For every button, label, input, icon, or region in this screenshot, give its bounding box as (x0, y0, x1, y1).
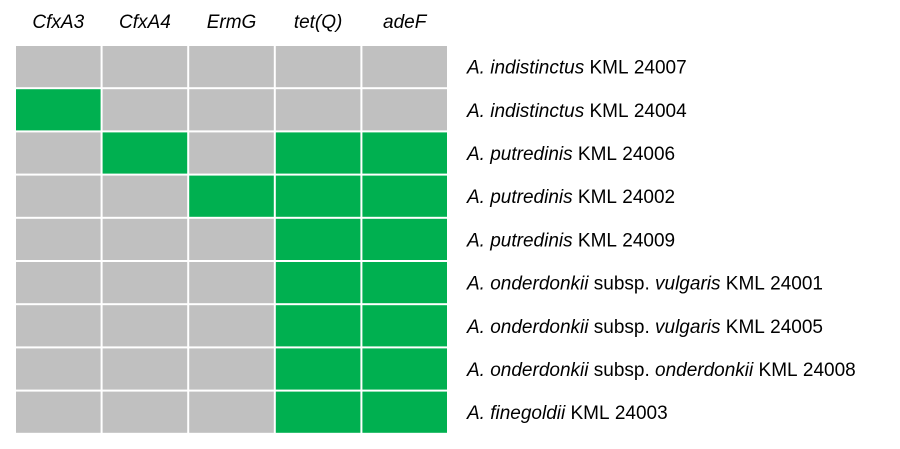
cell-absent (189, 89, 274, 131)
cell-present (362, 262, 447, 304)
cell-absent (16, 262, 101, 304)
row-label: A. putredinis KML 24006 (466, 144, 675, 165)
cell-absent (102, 175, 188, 217)
cell-present (275, 348, 361, 390)
cell-absent (189, 262, 274, 304)
cell-absent (189, 348, 274, 390)
column-label: adeF (383, 12, 428, 33)
cell-present (362, 348, 447, 390)
cell-absent (16, 218, 101, 260)
cell-present (102, 132, 188, 174)
cell-present (275, 391, 361, 433)
row-label: A. onderdonkii subsp. onderdonkii KML 24… (466, 360, 856, 381)
column-label: CfxA4 (119, 12, 171, 33)
column-label: CfxA3 (32, 12, 84, 33)
row-label: A. putredinis KML 24009 (466, 230, 675, 251)
cell-absent (102, 218, 188, 260)
cell-present (275, 305, 361, 347)
heatmap-cells (15, 45, 448, 434)
cell-present (275, 175, 361, 217)
cell-present (362, 391, 447, 433)
cell-present (275, 218, 361, 260)
column-label: ErmG (207, 12, 257, 33)
cell-absent (189, 305, 274, 347)
cell-absent (102, 89, 188, 131)
column-labels: CfxA3 CfxA4 ErmG tet(Q) adeF (32, 12, 427, 33)
cell-absent (189, 218, 274, 260)
cell-present (362, 218, 447, 260)
row-label: A. putredinis KML 24002 (466, 187, 675, 208)
cell-present (362, 132, 447, 174)
cell-absent (16, 305, 101, 347)
cell-absent (102, 348, 188, 390)
cell-absent (362, 46, 447, 88)
cell-absent (362, 89, 447, 131)
cell-absent (102, 391, 188, 433)
row-label: A. finegoldii KML 24003 (466, 403, 668, 424)
cell-present (362, 175, 447, 217)
cell-absent (16, 46, 101, 88)
cell-absent (102, 46, 188, 88)
column-label: tet(Q) (294, 12, 343, 33)
cell-absent (102, 262, 188, 304)
cell-present (189, 175, 274, 217)
row-label: A. onderdonkii subsp. vulgaris KML 24005 (466, 317, 823, 338)
cell-absent (16, 132, 101, 174)
cell-absent (189, 391, 274, 433)
cell-absent (275, 46, 361, 88)
row-labels: A. indistinctus KML 24007 A. indistinctus… (466, 58, 856, 425)
cell-present (362, 305, 447, 347)
cell-absent (275, 89, 361, 131)
cell-present (275, 132, 361, 174)
cell-absent (16, 175, 101, 217)
row-label: A. indistinctus KML 24004 (466, 101, 687, 122)
cell-present (16, 89, 101, 131)
cell-absent (189, 46, 274, 88)
cell-absent (189, 132, 274, 174)
row-label: A. indistinctus KML 24007 (466, 58, 687, 79)
cell-absent (16, 348, 101, 390)
cell-absent (102, 305, 188, 347)
row-label: A. onderdonkii subsp. vulgaris KML 24001 (466, 274, 823, 295)
cell-absent (16, 391, 101, 433)
cell-present (275, 262, 361, 304)
